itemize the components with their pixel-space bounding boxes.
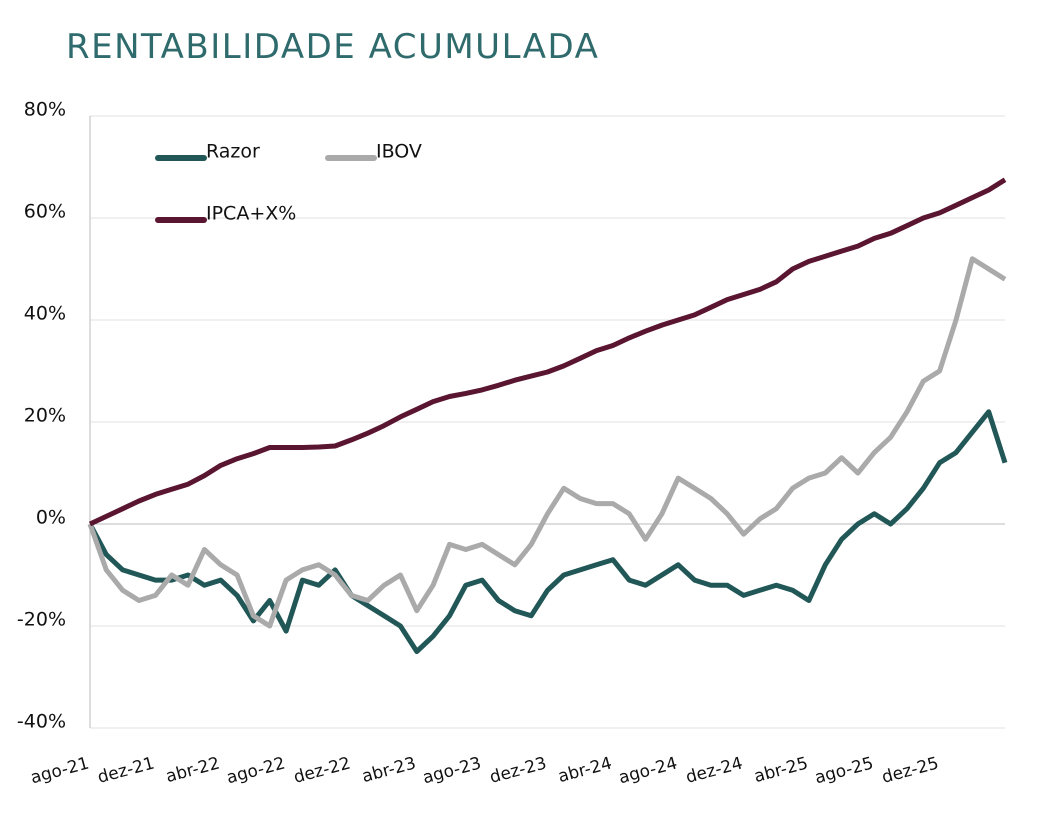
legend-label: IPCA+X% (206, 203, 296, 225)
y-tick-label: -40% (17, 711, 66, 733)
y-tick-label: 0% (36, 507, 66, 529)
y-tick-label: 80% (24, 99, 66, 121)
x-tick-label: dez-21 (95, 754, 156, 788)
x-tick-label: dez-22 (292, 754, 353, 788)
x-tick-label: abr-24 (556, 754, 614, 788)
legend-label: Razor (206, 141, 260, 163)
y-tick-label: -20% (17, 609, 66, 631)
series-line (87, 409, 1008, 654)
series-line (88, 177, 1007, 527)
x-tick-label: ago-21 (28, 754, 91, 789)
y-tick-label: 40% (24, 303, 66, 325)
y-tick-label: 60% (24, 201, 66, 223)
x-tick-label: abr-22 (164, 754, 222, 788)
series-line (87, 256, 1007, 629)
x-tick-label: ago-24 (617, 754, 680, 789)
legend-label: IBOV (376, 141, 422, 163)
x-tick-label: abr-23 (360, 754, 418, 788)
x-tick-label: dez-23 (488, 754, 549, 788)
y-tick-label: 20% (24, 405, 66, 427)
x-tick-label: dez-25 (880, 754, 941, 788)
x-tick-label: ago-23 (421, 754, 484, 789)
x-tick-label: abr-25 (752, 754, 810, 788)
x-tick-label: ago-22 (225, 754, 288, 789)
x-tick-label: dez-24 (684, 754, 745, 788)
chart-title: RENTABILIDADE ACUMULADA (66, 27, 599, 67)
x-tick-label: ago-25 (813, 754, 876, 789)
